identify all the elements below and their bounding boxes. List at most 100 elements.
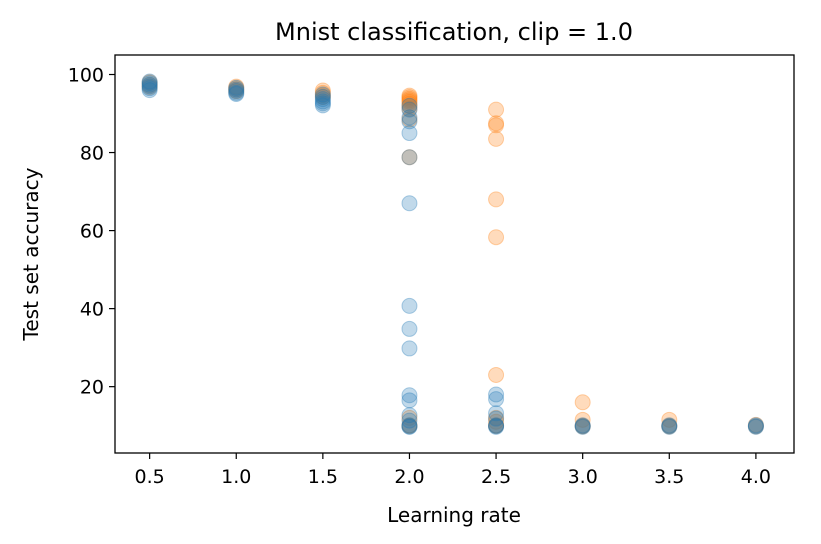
y-axis-label: Test set accuracy (19, 167, 43, 341)
data-points-layer (141, 73, 764, 435)
scatter-point-s0-39 (661, 411, 678, 428)
scatter-point-s1-27 (401, 387, 418, 404)
scatter-point-s1-22 (401, 149, 418, 166)
scatter-point-s1-44 (661, 417, 678, 434)
scatter-point-s1-29 (401, 407, 418, 424)
scatter-point-s1-49 (747, 418, 764, 435)
scatter-point-s0-37 (574, 417, 591, 434)
scatter-point-s1-15 (314, 95, 331, 112)
scatter-point-s1-9 (228, 84, 245, 101)
scatter-point-s1-24 (401, 297, 418, 314)
x-tick-label: 0.5 (135, 466, 165, 488)
scatter-point-s0-1 (141, 77, 158, 94)
x-tick-label: 2.5 (481, 466, 511, 488)
scatter-point-s1-23 (401, 195, 418, 212)
scatter-point-s0-18 (401, 100, 418, 117)
scatter-point-s1-37 (488, 410, 505, 427)
scatter-point-s1-45 (661, 418, 678, 435)
scatter-point-s1-42 (574, 418, 591, 435)
scatter-point-s1-35 (488, 391, 505, 408)
x-tick-label: 4.0 (741, 466, 771, 488)
scatter-point-s0-17 (401, 98, 418, 115)
scatter-point-s0-30 (488, 366, 505, 383)
scatter-point-s1-32 (401, 418, 418, 435)
scatter-point-s1-34 (488, 386, 505, 403)
y-tick-label: 20 (80, 377, 104, 399)
scatter-point-s0-21 (401, 409, 418, 426)
scatter-point-s0-42 (747, 416, 764, 433)
scatter-point-s0-10 (314, 89, 331, 106)
scatter-point-s1-21 (401, 125, 418, 142)
scatter-point-s0-6 (228, 83, 245, 100)
scatter-point-s1-36 (488, 405, 505, 422)
scatter-point-s0-36 (574, 411, 591, 428)
scatter-point-s0-24 (488, 101, 505, 118)
scatter-point-s1-7 (228, 81, 245, 98)
scatter-point-s1-8 (228, 82, 245, 99)
scatter-point-s0-27 (488, 130, 505, 147)
scatter-point-s0-8 (314, 84, 331, 101)
scatter-point-s0-29 (488, 229, 505, 246)
scatter-point-s0-3 (228, 78, 245, 95)
scatter-point-s0-33 (488, 417, 505, 434)
scatter-point-s1-11 (314, 86, 331, 103)
scatter-point-s1-18 (401, 101, 418, 118)
scatter-point-s1-43 (574, 418, 591, 435)
scatter-point-s0-15 (401, 93, 418, 110)
plot-frame (114, 54, 795, 454)
scatter-point-s1-6 (228, 79, 245, 96)
scatter-point-s0-23 (401, 417, 418, 434)
scatter-point-s0-19 (401, 111, 418, 128)
scatter-point-s0-16 (401, 95, 418, 112)
x-tick-label: 1.0 (221, 466, 251, 488)
y-tick-label: 100 (68, 65, 104, 87)
scatter-point-s1-16 (314, 97, 331, 114)
scatter-point-s1-26 (401, 340, 418, 357)
scatter-point-s0-25 (488, 115, 505, 132)
x-axis-ticks: 0.5 1.0 1.5 2.0 2.5 3.0 3.5 4.0 (135, 453, 771, 488)
scatter-point-s1-4 (141, 80, 158, 97)
x-tick-label: 3.0 (568, 466, 598, 488)
scatter-point-s0-12 (401, 89, 418, 106)
scatter-point-s0-0 (141, 74, 158, 91)
scatter-point-s1-31 (401, 417, 418, 434)
scatter-point-s0-28 (488, 191, 505, 208)
scatter-point-s1-47 (747, 417, 764, 434)
scatter-point-s1-3 (141, 78, 158, 95)
scatter-point-s1-5 (141, 82, 158, 99)
scatter-point-s1-25 (401, 320, 418, 337)
scatter-point-s0-22 (401, 417, 418, 434)
scatter-point-s0-11 (401, 87, 418, 104)
scatter-point-s0-4 (228, 80, 245, 97)
x-tick-label: 3.5 (654, 466, 684, 488)
y-tick-label: 60 (80, 221, 104, 243)
scatter-point-s0-43 (747, 418, 764, 435)
y-tick-label: 40 (80, 299, 104, 321)
scatter-point-s1-1 (141, 75, 158, 92)
scatter-point-s0-13 (401, 90, 418, 107)
y-axis-ticks: 20 40 60 80 100 (68, 65, 115, 399)
scatter-point-s0-20 (401, 149, 418, 166)
scatter-point-s1-41 (574, 417, 591, 434)
scatter-point-s1-17 (401, 97, 418, 114)
scatter-point-s0-32 (488, 413, 505, 430)
y-tick-label: 80 (80, 143, 104, 165)
scatter-point-s0-5 (228, 81, 245, 98)
x-axis-label: Learning rate (387, 503, 521, 527)
scatter-point-s1-10 (228, 86, 245, 103)
scatter-point-s0-38 (574, 418, 591, 435)
x-tick-label: 2.0 (394, 466, 424, 488)
scatter-point-s0-7 (314, 82, 331, 99)
scatter-point-s1-14 (314, 93, 331, 110)
scatter-point-s0-26 (488, 117, 505, 134)
scatter-point-s0-34 (488, 417, 505, 434)
scatter-point-s1-46 (661, 418, 678, 435)
scatter-point-s0-31 (488, 409, 505, 426)
scatter-point-s1-28 (401, 392, 418, 409)
scatter-point-s1-33 (401, 418, 418, 435)
scatter-point-s1-12 (314, 88, 331, 105)
scatter-point-s0-41 (661, 418, 678, 435)
scatter-point-s1-2 (141, 76, 158, 93)
scatter-point-s0-2 (141, 79, 158, 95)
